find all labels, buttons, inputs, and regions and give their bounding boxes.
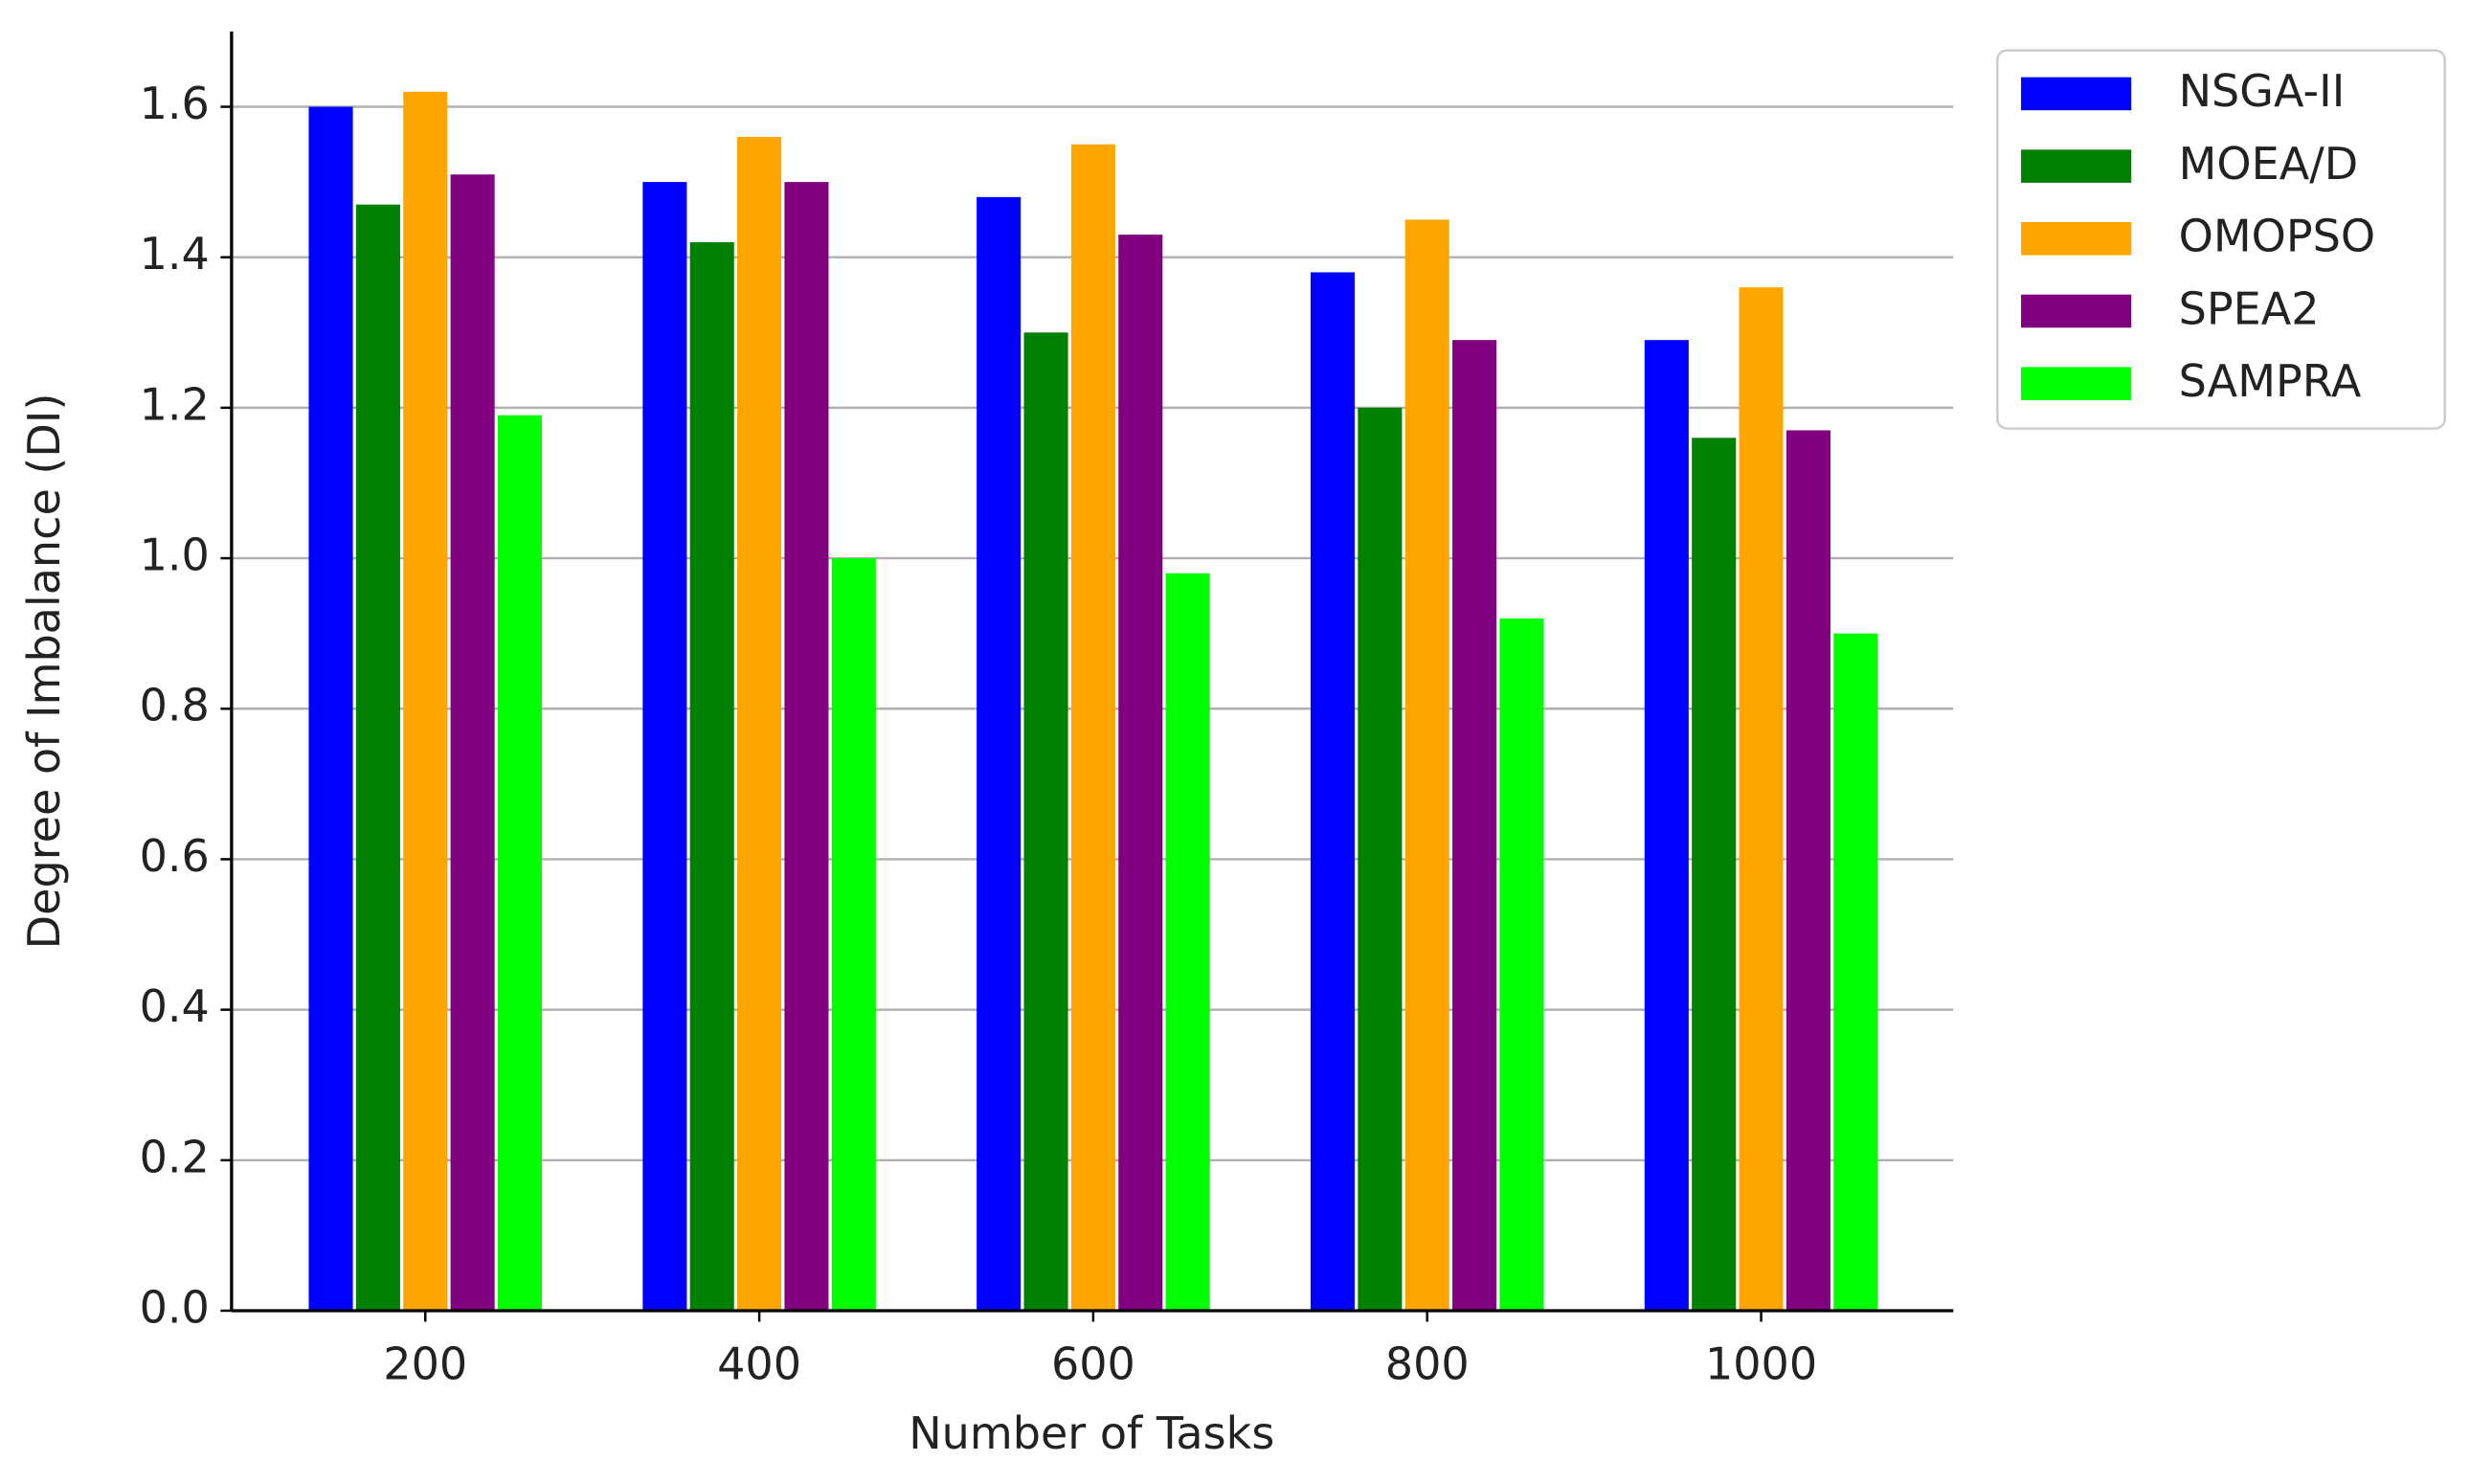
y-tick-label: 1.6 — [140, 78, 210, 129]
x-tick-label: 600 — [1051, 1338, 1135, 1390]
y-tick-label: 0.0 — [140, 1281, 210, 1333]
bar — [1358, 407, 1403, 1311]
legend-swatch — [2021, 367, 2132, 400]
legend-swatch — [2021, 222, 2132, 256]
bar — [497, 415, 543, 1311]
bar — [1070, 144, 1115, 1311]
x-tick-label: 800 — [1385, 1338, 1470, 1390]
bar — [1118, 235, 1163, 1311]
y-axis-label: Degree of Imbalance (DI) — [18, 393, 70, 950]
bar — [1499, 618, 1544, 1311]
x-tick-label: 400 — [717, 1338, 801, 1390]
y-tick-label: 1.0 — [140, 529, 210, 581]
bar — [355, 204, 400, 1311]
bar — [1739, 287, 1784, 1311]
bar — [1644, 340, 1689, 1311]
bar — [1023, 332, 1068, 1311]
bar — [977, 196, 1022, 1311]
legend-label: OMOPSO — [2179, 211, 2376, 262]
legend-label: NSGA-II — [2179, 65, 2346, 117]
y-tick-label: 0.2 — [140, 1131, 210, 1182]
y-tick-label: 0.8 — [140, 680, 210, 731]
x-axis-label: Number of Tasks — [909, 1407, 1274, 1459]
x-tick-label: 1000 — [1705, 1338, 1817, 1390]
legend-label: SPEA2 — [2179, 282, 2320, 334]
bar — [1692, 438, 1737, 1311]
y-tick-label: 1.2 — [140, 378, 210, 430]
legend-label: SAMPRA — [2179, 355, 2362, 407]
bar — [308, 106, 353, 1311]
y-tick-label: 0.6 — [140, 830, 210, 882]
bar — [784, 182, 829, 1311]
legend-box — [1996, 49, 2446, 430]
bar — [1785, 430, 1830, 1311]
bar — [403, 91, 448, 1311]
legend-label: MOEA/D — [2179, 138, 2359, 190]
bar — [450, 174, 495, 1311]
bar — [831, 558, 876, 1311]
bar — [689, 241, 734, 1311]
bar — [1165, 573, 1210, 1311]
bar — [737, 136, 782, 1311]
bar — [1833, 633, 1878, 1311]
legend-swatch — [2021, 77, 2132, 111]
bar — [1404, 219, 1449, 1311]
bar — [1452, 340, 1497, 1311]
y-tick-label: 1.4 — [140, 228, 210, 280]
bar — [1310, 272, 1356, 1311]
legend-swatch — [2021, 294, 2132, 328]
y-tick-label: 0.4 — [140, 980, 210, 1032]
x-tick-label: 200 — [383, 1338, 467, 1390]
bar — [642, 182, 687, 1311]
legend-swatch — [2021, 149, 2132, 183]
